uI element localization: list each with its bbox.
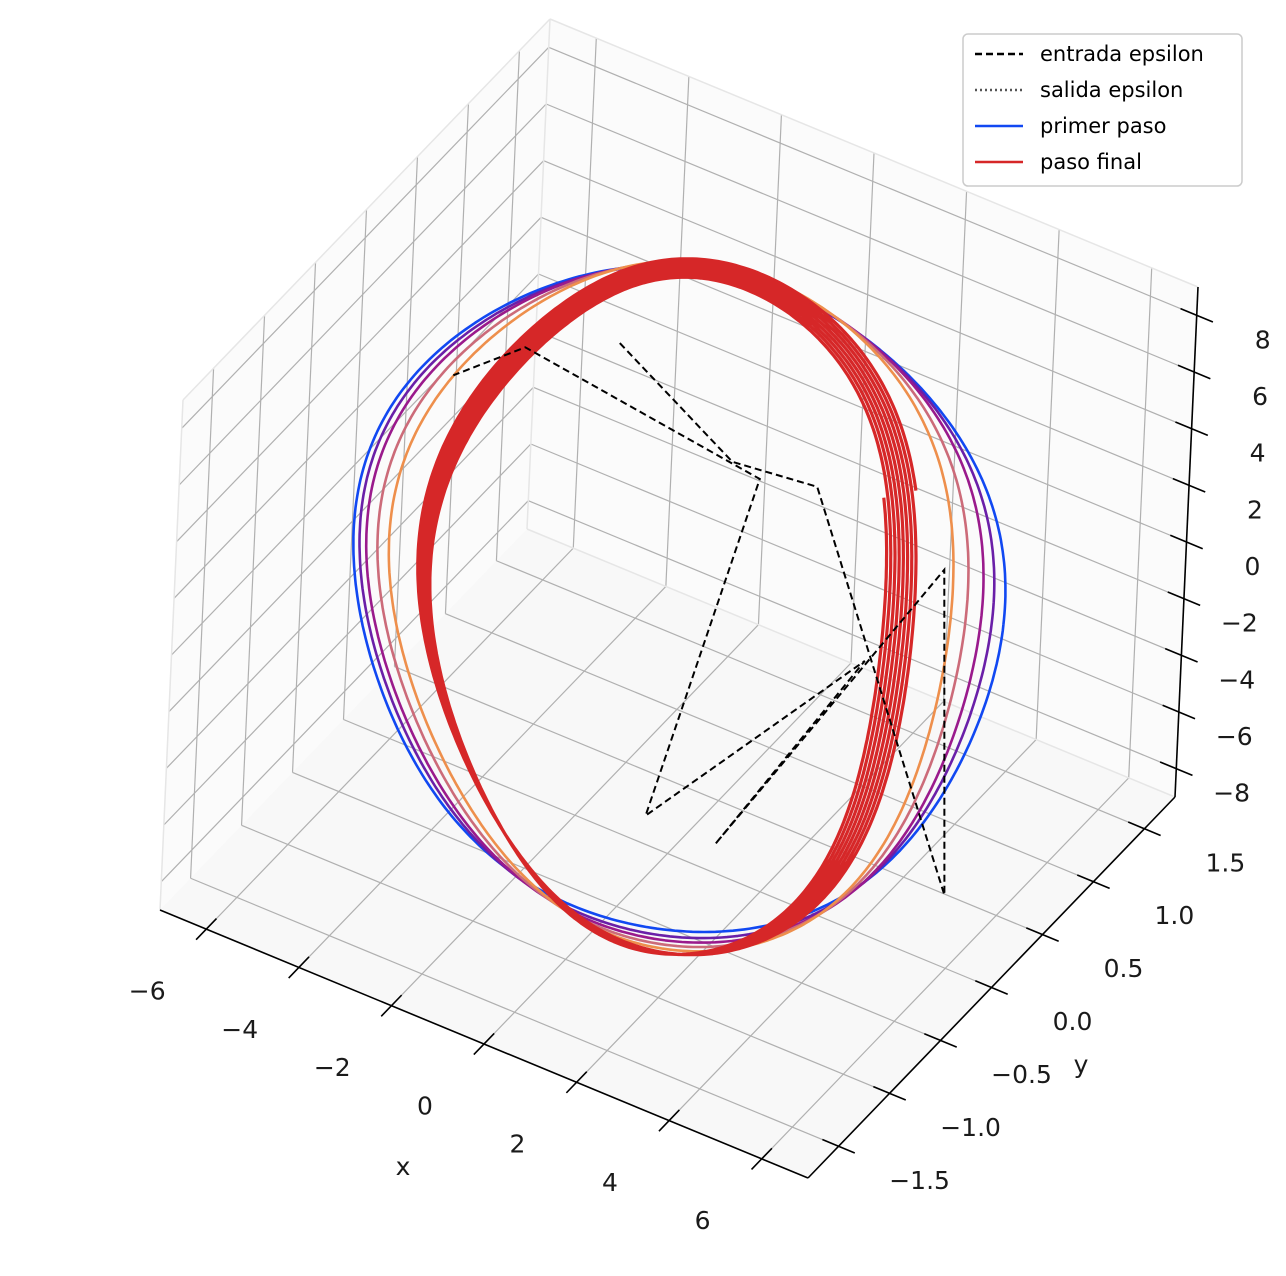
z-tick-label: 4 bbox=[1250, 439, 1266, 468]
legend: entrada epsilon salida epsilon primer paso… bbox=[962, 33, 1243, 187]
z-tick-mark bbox=[1177, 364, 1211, 380]
pane-edge bbox=[159, 399, 184, 911]
x-tick-label: 6 bbox=[695, 1206, 711, 1235]
y-tick-label: 0.0 bbox=[1053, 1007, 1093, 1036]
grid-z-back bbox=[543, 160, 1192, 430]
z-tick-mark bbox=[1169, 534, 1204, 550]
grid-y-floor bbox=[343, 718, 992, 989]
grid-z-side bbox=[160, 500, 529, 883]
x-tick-label: −4 bbox=[221, 1015, 258, 1044]
x-axis-title: x bbox=[396, 1152, 411, 1181]
grid-y-floor bbox=[496, 560, 1145, 830]
y-tick-label: 1.5 bbox=[1206, 848, 1246, 877]
z-tick-mark bbox=[1164, 647, 1198, 663]
tick-labels: −6 −4 −2 0 2 4 6 −1.5 −1.0 −0.50.0 0.5 1.0 1.5 −8 −6 −4… bbox=[129, 325, 1271, 1235]
y-tick-label: −1.0 bbox=[940, 1113, 1001, 1142]
x-tick-mark bbox=[658, 1109, 680, 1132]
axis-lines bbox=[159, 286, 1214, 1179]
grid-y-floor bbox=[241, 824, 890, 1094]
series-line bbox=[416, 257, 918, 957]
pane-edge bbox=[549, 18, 1199, 288]
z-tick-mark bbox=[1175, 421, 1209, 437]
z-tick-label: −4 bbox=[1218, 665, 1255, 694]
y-tick-mark bbox=[974, 980, 1009, 995]
grid-z-side bbox=[163, 443, 532, 826]
z-tick-label: 6 bbox=[1252, 382, 1268, 411]
y-tick-label: −0.5 bbox=[991, 1060, 1052, 1089]
y-tick-mark bbox=[822, 1138, 856, 1154]
x-tick-mark bbox=[288, 956, 310, 979]
legend-label: paso final bbox=[1040, 150, 1142, 174]
x-tick-mark bbox=[195, 918, 218, 941]
grid-y-floor bbox=[292, 771, 941, 1041]
pane-edge bbox=[526, 18, 551, 530]
grid-y-floor bbox=[394, 666, 1043, 936]
x-tick-label: 2 bbox=[509, 1130, 525, 1159]
grid-z-side bbox=[178, 103, 547, 486]
x-tick-mark bbox=[750, 1147, 773, 1170]
y-tick-mark bbox=[873, 1085, 907, 1101]
z-tick-mark bbox=[1172, 477, 1206, 493]
y-tick-label: 1.0 bbox=[1155, 901, 1195, 930]
x-tick-label: 0 bbox=[417, 1091, 433, 1120]
z-tick-label: −6 bbox=[1216, 722, 1253, 751]
z-tick-mark bbox=[1159, 761, 1193, 777]
grid-z-side bbox=[176, 160, 545, 543]
legend-label: primer paso bbox=[1040, 114, 1166, 138]
series-lines bbox=[352, 257, 1007, 957]
grid-z-back bbox=[535, 330, 1185, 600]
x-tick-label: 4 bbox=[602, 1168, 618, 1197]
x-tick-label: −6 bbox=[129, 977, 166, 1006]
x-tick-mark bbox=[565, 1071, 588, 1094]
y-tick-label: 0.5 bbox=[1104, 954, 1144, 983]
grid-z-side bbox=[181, 46, 550, 429]
x-tick-mark bbox=[473, 1032, 495, 1056]
z-tick-mark bbox=[1167, 591, 1201, 607]
y-tick-mark bbox=[1025, 927, 1059, 943]
grid-z-back bbox=[538, 273, 1187, 543]
epsilon-input-line bbox=[452, 342, 946, 896]
grid-z-side bbox=[171, 273, 539, 656]
grid-z-back bbox=[533, 386, 1182, 656]
z-tick-mark bbox=[1180, 307, 1214, 323]
legend-label: salida epsilon bbox=[1040, 78, 1183, 102]
z-tick-label: −2 bbox=[1221, 609, 1258, 638]
pane-edge bbox=[182, 18, 551, 401]
z-tick-label: −8 bbox=[1213, 779, 1250, 808]
legend-box bbox=[962, 33, 1243, 187]
z-tick-label: 0 bbox=[1244, 552, 1260, 581]
grid-z-back bbox=[530, 443, 1180, 713]
y-tick-mark bbox=[1127, 821, 1161, 837]
epsilon-path bbox=[452, 342, 946, 896]
grid-z-back bbox=[545, 103, 1195, 373]
x-tick-mark bbox=[380, 994, 403, 1017]
y-tick-mark bbox=[1076, 874, 1110, 890]
grid-z-side bbox=[165, 386, 534, 769]
grid-z-back bbox=[548, 46, 1197, 316]
z-tick-label: 2 bbox=[1247, 495, 1263, 524]
grid-y-floor bbox=[190, 877, 839, 1147]
y-tick-mark bbox=[924, 1032, 958, 1048]
grid-y-floor bbox=[445, 613, 1094, 883]
y-axis-title: y bbox=[1074, 1050, 1089, 1079]
grid-z-side bbox=[173, 216, 542, 599]
z-tick-mark bbox=[1162, 704, 1196, 720]
grid-z-back bbox=[528, 500, 1177, 770]
legend-label: entrada epsilon bbox=[1040, 42, 1204, 66]
z-tick-label: 8 bbox=[1255, 325, 1271, 354]
pane-edge bbox=[526, 528, 1176, 798]
x-tick-label: −2 bbox=[314, 1053, 351, 1082]
y-tick-label: −1.5 bbox=[889, 1166, 950, 1195]
